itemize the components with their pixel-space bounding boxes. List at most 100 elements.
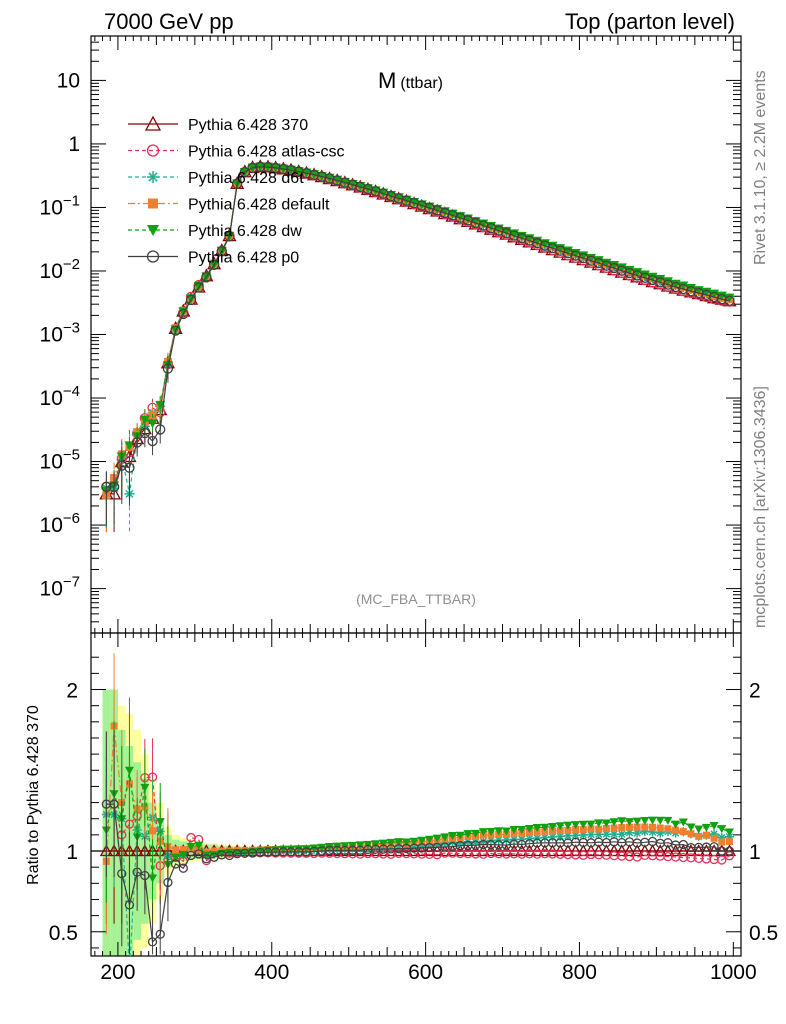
data-point (417, 836, 427, 845)
data-point (532, 824, 542, 833)
data-point (493, 225, 504, 236)
legend-item: Pythia 6.428 370 (128, 115, 308, 134)
data-point (401, 838, 411, 847)
data-point (170, 859, 181, 869)
data-point (116, 460, 127, 471)
data-point (548, 822, 558, 831)
data-point (616, 263, 627, 273)
data-point (140, 783, 150, 792)
data-point (162, 363, 174, 374)
data-point (149, 827, 157, 835)
data-point (147, 419, 158, 429)
data-point (670, 281, 681, 293)
star-stroke (471, 838, 480, 846)
series-2 (101, 161, 735, 533)
data-point (201, 851, 211, 860)
data-point (509, 825, 519, 834)
data-point (599, 844, 613, 857)
data-point (555, 245, 566, 256)
data-point (124, 766, 134, 775)
data-point (455, 831, 465, 840)
series-line (105, 165, 730, 496)
data-point (394, 838, 404, 847)
data-point (146, 250, 160, 263)
data-point (649, 823, 657, 831)
data-point (624, 818, 634, 827)
data-point (564, 827, 572, 835)
data-point (378, 839, 388, 848)
series-line (106, 165, 730, 492)
star-stroke (618, 830, 626, 838)
data-point (339, 177, 350, 188)
legend-item: Pythia 6.428 atlas-csc (128, 144, 345, 161)
data-point (625, 823, 633, 831)
series-line (106, 165, 730, 495)
x-tick-label: 800 (562, 961, 597, 984)
data-point (210, 847, 218, 855)
data-point (133, 428, 142, 437)
data-point (124, 900, 135, 910)
series-5 (101, 161, 735, 526)
data-point (239, 166, 250, 178)
data-point (710, 834, 718, 842)
data-point (587, 825, 595, 833)
legend-label: Pythia 6.428 p0 (188, 250, 299, 267)
data-point (709, 842, 719, 852)
data-point (617, 829, 627, 839)
data-point (247, 162, 258, 174)
ratio-series-line (105, 770, 730, 878)
data-point (393, 193, 404, 204)
data-point (424, 835, 434, 844)
data-point (471, 829, 481, 838)
data-point (447, 210, 458, 221)
data-point (678, 283, 689, 295)
data-point (148, 198, 158, 209)
y-tick-label: 10−6 (40, 510, 80, 537)
data-point (424, 202, 435, 212)
data-point (655, 816, 665, 825)
data-point (108, 481, 120, 492)
data-point (301, 168, 312, 179)
data-point (424, 202, 435, 214)
data-point (155, 929, 165, 939)
data-point (632, 268, 643, 278)
data-point (572, 825, 580, 833)
star-stroke (633, 829, 641, 837)
data-point (602, 825, 610, 833)
data-point (316, 171, 327, 182)
data-point (653, 844, 667, 857)
data-point (640, 816, 650, 825)
legend: Pythia 6.428 370 Pythia 6.428 atlas-csc Py… (128, 115, 345, 267)
series-3 (102, 162, 734, 534)
data-point (662, 279, 674, 290)
y-tick-label: 10−4 (40, 383, 80, 410)
data-point (718, 838, 726, 846)
data-point (270, 162, 281, 174)
ratio-y-tick-label-right: 2 (749, 680, 761, 703)
data-point (556, 827, 564, 835)
data-point (439, 207, 450, 219)
data-point (416, 200, 427, 210)
data-point (601, 258, 612, 268)
data-point (618, 823, 626, 831)
data-point (716, 294, 727, 305)
data-point (524, 235, 535, 246)
star-stroke (556, 832, 564, 841)
data-point (208, 259, 220, 270)
data-point (179, 846, 187, 854)
data-point (401, 195, 412, 206)
data-point (378, 188, 389, 199)
data-point (155, 424, 166, 435)
data-point (662, 277, 673, 287)
series-1 (101, 161, 735, 526)
data-point (725, 838, 733, 846)
data-point (347, 179, 358, 190)
data-point (185, 294, 197, 306)
data-point (607, 844, 621, 857)
data-point (216, 246, 227, 257)
y-tick-label: 10 (57, 69, 80, 92)
data-point (655, 274, 666, 284)
data-point (562, 246, 573, 256)
data-point (355, 181, 366, 193)
